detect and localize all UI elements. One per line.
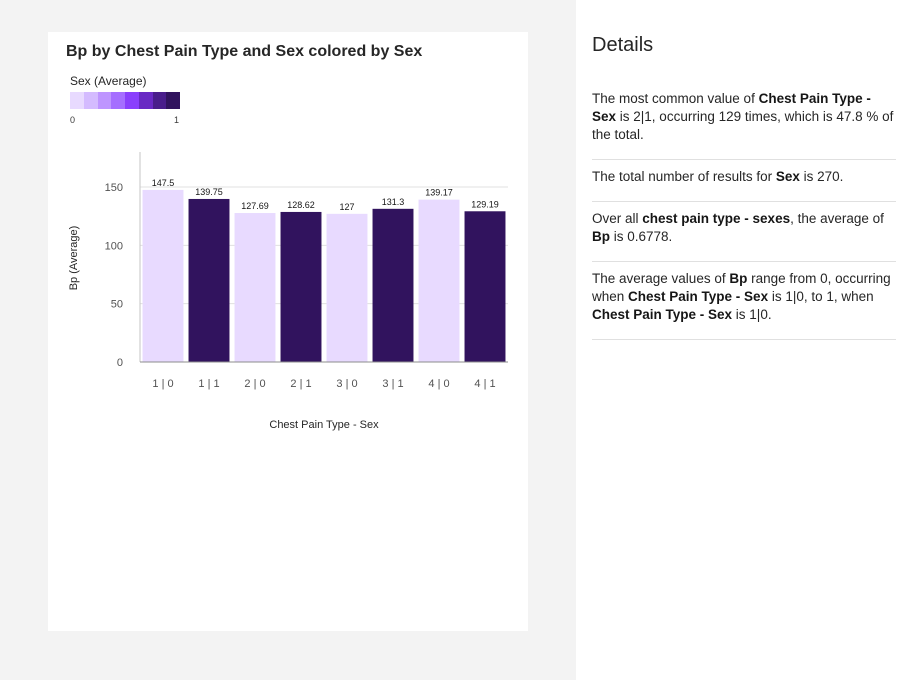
insight-emphasis: Bp [729,271,748,286]
chart-card: Bp by Chest Pain Type and Sex colored by… [48,32,528,631]
bar-value-label: 127.69 [241,201,269,211]
bar [418,199,460,362]
details-title: Details [592,34,654,56]
legend-swatch [111,92,125,109]
y-axis-ticks: 0 50 100 150 [105,182,123,369]
insight-item: The total number of results for Sex is 2… [592,160,896,202]
bars [142,189,506,362]
x-tick-label: 4 | 0 [428,378,449,390]
bar-value-label: 129.19 [471,199,499,209]
x-axis-title: Chest Pain Type - Sex [269,419,379,431]
bar-value-label: 128.62 [287,200,315,210]
color-legend-gradient [70,92,180,109]
insight-text: is 2|1, occurring 129 times, which is 47… [592,109,894,142]
bar [372,208,414,362]
y-tick-label: 50 [111,299,123,311]
insight-item: The most common value of Chest Pain Type… [592,82,896,160]
insight-text: is 1|0. [732,307,772,322]
legend-swatch [125,92,139,109]
x-tick-label: 3 | 1 [382,378,403,390]
x-tick-label: 3 | 0 [336,378,357,390]
bar [464,211,506,362]
details-panel: Details The most common value of Chest P… [576,0,912,680]
insight-item: Over all chest pain type - sexes, the av… [592,202,896,262]
insight-text: range from 0, occurring when [592,271,891,304]
bar-chart: 147.5 139.75 127.69 128.62 127 131.3 139.17 129… [68,152,508,431]
bar [234,213,276,362]
insight-text: Over all [592,211,643,226]
legend-swatch [83,92,98,109]
bar-value-label: 139.17 [425,188,453,198]
insight-text: , the average of [790,211,884,226]
insight-text: The most common value of [592,91,759,106]
x-tick-label: 1 | 1 [198,378,219,390]
insight-emphasis: Chest Pain Type - Sex [592,307,733,322]
insight-text: is 0.6778. [610,229,673,244]
legend-title: Sex (Average) [70,74,147,88]
insight-emphasis: chest pain type - sexes [642,211,791,226]
y-tick-label: 150 [105,182,123,194]
insight-text: The average values of [592,271,730,286]
insight-text: is 270. [799,169,844,184]
legend-min-label: 0 [70,115,76,125]
x-tick-label: 2 | 0 [244,378,265,390]
y-tick-label: 0 [117,357,123,369]
legend-swatch [166,92,180,109]
insight-emphasis: Sex [775,169,800,184]
x-axis-ticks: 1 | 0 1 | 1 2 | 0 2 | 1 3 | 0 3 | 1 4 | 0 4 | 1 [152,378,495,390]
insight-emphasis: Chest Pain Type - Sex [628,289,769,304]
x-tick-label: 4 | 1 [474,378,495,390]
chart-title: Bp by Chest Pain Type and Sex colored by… [66,43,423,60]
bar-value-label: 139.75 [195,187,223,197]
legend-swatch [70,92,84,109]
bar-value-label: 131.3 [382,197,405,207]
bar [188,198,230,362]
insight-text: The total number of results for [592,169,776,184]
x-tick-label: 2 | 1 [290,378,311,390]
bar [142,189,184,362]
bar [326,213,368,362]
data-labels: 147.5 139.75 127.69 128.62 127 131.3 139.17 129… [152,178,499,212]
y-tick-label: 100 [105,240,123,252]
insight-item: The average values of Bp range from 0, o… [592,262,896,340]
insight-emphasis: Chest Pain Type - Sex [592,91,871,124]
chart-pane: Bp by Chest Pain Type and Sex colored by… [48,32,528,631]
legend-swatch [152,92,167,109]
legend-max-label: 1 [174,115,180,125]
bar-value-label: 147.5 [152,178,175,188]
legend-swatch [138,92,153,109]
bar [280,211,322,362]
y-axis-title: Bp (Average) [68,226,80,291]
x-tick-label: 1 | 0 [152,378,173,390]
bar-value-label: 127 [339,202,354,212]
insights-list: The most common value of Chest Pain Type… [592,82,896,340]
legend-swatch [97,92,112,109]
insight-emphasis: Bp [592,229,610,244]
insight-text: is 1|0, to 1, when [768,289,874,304]
